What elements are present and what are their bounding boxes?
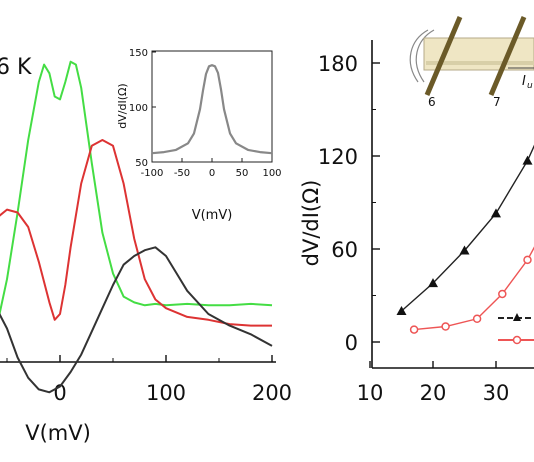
left-x-tick-label: 200	[252, 381, 292, 405]
inset-x-tick-label: 100	[262, 168, 281, 179]
left-x-tick-label: 0	[53, 381, 66, 405]
right-legend	[498, 313, 534, 345]
current-label-sub: u	[527, 81, 533, 91]
left-inset-panel: -100 -50 0 50 100 50 100 150 dV/dI(Ω) V(mV)	[116, 48, 282, 223]
right-series-1-point	[522, 155, 533, 165]
right-y-tick-label: 180	[318, 52, 358, 76]
right-panel: 0 60 120 180 10 20 30 dV/dI(Ω) 6 7 I u	[299, 16, 534, 405]
inset-x-axis-label: V(mV)	[192, 208, 233, 223]
left-main-x-ticks: 0 100 200	[6, 355, 292, 405]
left-series-line-1	[0, 60, 273, 317]
right-series-2-point	[472, 314, 482, 323]
right-series-line-1	[401, 144, 534, 312]
left-main-series	[0, 60, 273, 394]
right-y-axis-label: dV/dI(Ω)	[299, 180, 323, 267]
left-main-x-axis-label: V(mV)	[25, 421, 91, 445]
right-x-tick-label: 10	[357, 381, 384, 405]
inset-y-tick-label: 100	[129, 103, 148, 114]
contact-7	[488, 16, 527, 96]
inset-ticks: -100 -50 0 50 100 50 100 150	[129, 48, 282, 179]
right-series-line-2	[414, 246, 534, 331]
annotation-6k: 6 K	[0, 55, 32, 80]
device-schematic: 6 7 I u	[409, 16, 534, 109]
left-x-tick-label: 100	[146, 381, 186, 405]
current-label: I	[522, 74, 526, 89]
right-y-tick-label: 60	[331, 238, 358, 262]
right-series-2-point	[523, 255, 532, 265]
left-series-line-2	[0, 139, 272, 327]
inset-x-tick-label: -100	[141, 168, 164, 179]
inset-y-tick-label: 50	[135, 158, 148, 169]
inset-plot-frame	[151, 50, 273, 163]
right-series-1-point	[459, 245, 470, 255]
right-ticks: 0 60 120 180 10 20 30	[318, 52, 509, 405]
right-series	[396, 144, 534, 334]
right-series-1-point	[428, 278, 438, 288]
right-series-2-point	[409, 325, 419, 334]
right-series-2-point	[441, 322, 450, 331]
inset-x-tick-label: -50	[174, 168, 190, 179]
legend-series-2-marker	[512, 335, 522, 345]
right-x-tick-label: 20	[420, 381, 447, 405]
contact-6	[424, 16, 463, 96]
schematic-left-curl	[409, 29, 429, 83]
contact-6-label: 6	[428, 95, 436, 109]
right-series-1-point	[396, 306, 407, 315]
inset-x-tick-label: 50	[236, 168, 249, 179]
left-series-line-3	[0, 246, 273, 394]
inset-y-tick-label: 150	[129, 48, 148, 59]
right-series-2-point	[498, 289, 507, 299]
inset-y-axis-label: dV/dI(Ω)	[116, 83, 129, 128]
schematic-left-curl-2	[415, 29, 435, 83]
right-series-1-point	[491, 208, 501, 218]
inset-series-line	[151, 64, 273, 155]
contact-7-label: 7	[493, 95, 501, 109]
inset-x-tick-label: 0	[209, 168, 215, 179]
legend-series-1-marker	[513, 313, 521, 321]
right-x-tick-label: 30	[483, 381, 510, 405]
inset-series	[151, 64, 273, 155]
right-y-tick-label: 0	[345, 331, 358, 355]
right-y-tick-label: 120	[318, 145, 358, 169]
left-main-panel: 0 100 200 V(mV) 6 K	[0, 55, 292, 445]
